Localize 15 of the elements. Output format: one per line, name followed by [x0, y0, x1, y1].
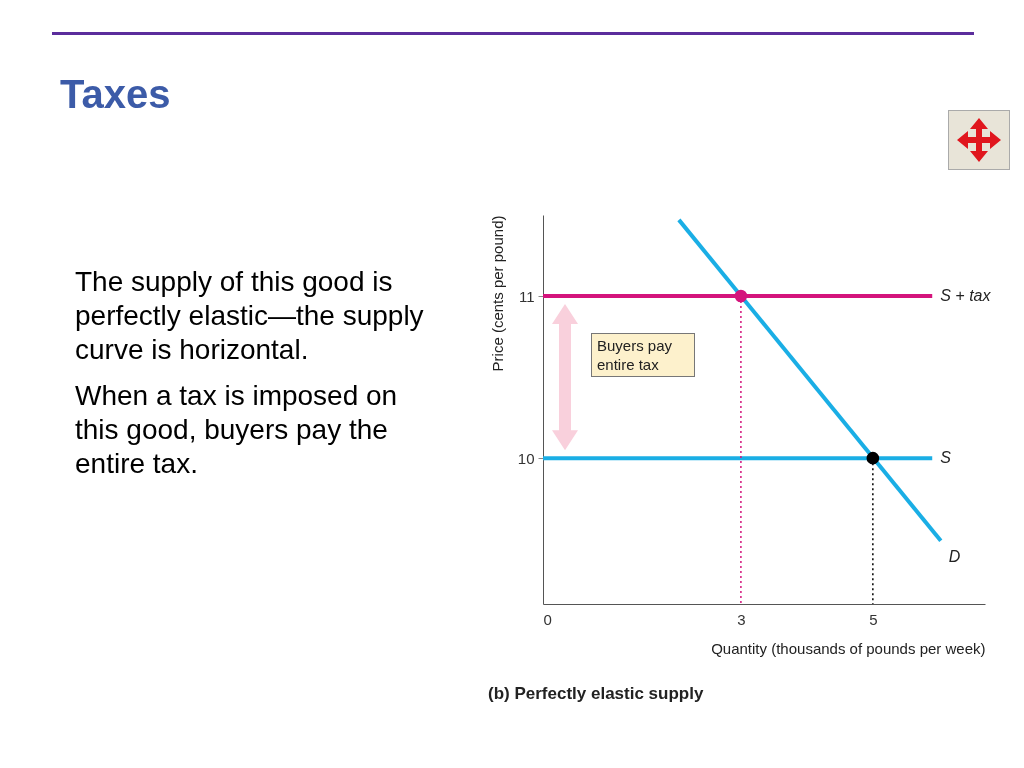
x-tick-label: 5	[869, 610, 878, 628]
x-tick-label: 0	[543, 610, 552, 628]
series-label: S + tax	[940, 287, 992, 305]
text: (b) Perfectly elastic supply	[488, 684, 704, 704]
y-tick-label: 11	[518, 287, 535, 305]
x-tick-label: 3	[737, 610, 746, 628]
series-label: D	[948, 547, 961, 565]
text: Taxes	[60, 72, 171, 117]
x-axis-title: Quantity (thousands of pounds per week)	[711, 639, 986, 657]
y-tick-label: 10	[517, 449, 535, 467]
y-axis-title: Price (cents per pound)	[488, 215, 506, 372]
annotation: Buyers pay entire tax	[591, 333, 695, 378]
text: The supply of this good is perfectly elastic—the supply curve is horizontal.	[75, 265, 425, 367]
text: When a tax is imposed on this good, buyers pay the entire tax.	[75, 379, 399, 481]
series-label: S	[940, 449, 952, 467]
